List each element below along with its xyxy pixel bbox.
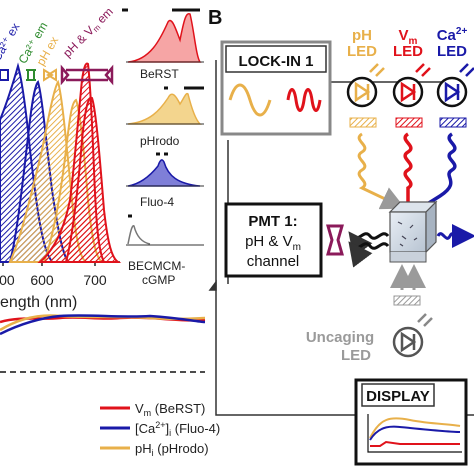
pmt-channel-line2: pH & Vm [245,233,301,253]
lockin-fast-wave [286,88,322,112]
uncaging-path [390,264,426,306]
x-tick-700: 700 [83,272,107,288]
dye-label-phrodo: pHrodo [140,134,180,148]
berst-emission-spectrum [64,96,122,263]
panel-b-label: B [208,7,222,29]
time-traces [0,314,206,373]
emission-filter [326,224,344,256]
display-trace-blue [369,425,461,441]
filter-vm [395,117,423,128]
x-tick-600: 600 [30,272,54,288]
trace-fluo4 [0,314,206,336]
lockin-label: LOCK-IN 1 [239,53,314,70]
legend-phrodo: pHi (pHrodo) [135,441,209,458]
x-axis-label: ength (nm) [0,294,77,311]
spectra-plot: 500 600 700 ength (nm) [0,62,122,311]
becmcm-thumb-spectrum [127,225,151,245]
excitation-path-ph [357,132,406,210]
led-label-vm: Vm [399,27,418,47]
trace-legend: Vm (BeRST) [Ca2+]i (Fluo-4) pHi (pHrodo) [100,401,220,458]
dye-thumbnails: BeRST pHrodo Fluo-4 BECMCM- cGMP [122,8,204,287]
dye-label-berst: BeRST [140,67,179,81]
excitation-path-vm [403,132,413,204]
uncaging-label-line1: Uncaging [306,329,374,346]
uncaging-label-line2: LED [341,347,371,364]
sample-cube [388,200,438,263]
filter-ph [349,117,377,128]
led-label-ca-led: LED [437,43,467,60]
fluo4-thumb-spectrum [127,159,201,187]
emission-path-2 [348,241,390,268]
dye-label-cgmp: cGMP [142,273,175,287]
display-label: DISPLAY [366,388,430,405]
pmt-module: PMT 1: pH & Vm channel [224,202,323,278]
emission-path [348,231,390,258]
display-trace-yellow [369,417,461,439]
led-labels: pH LED Vm LED Ca2+ LED [347,26,467,60]
uncaging-led [392,313,433,358]
excitation-path-ca [423,132,457,208]
phrodo-thumb-spectrum [127,92,202,125]
ca-ex-band [0,69,9,81]
lockin-slow-wave [228,83,272,117]
x-tick-500: 500 [0,272,15,288]
legend-berst: Vm (BeRST) [135,401,205,418]
berst-thumb-spectrum [127,12,202,63]
led-vm [392,63,431,108]
pmt-title: PMT 1: [248,213,297,230]
led-label-ca: Ca2+ [437,26,468,44]
led-label-ph: pH [352,27,372,44]
uncaging-filter [393,295,421,306]
led-label-vm-led: LED [393,43,423,60]
ph-ex-band [43,68,57,82]
dye-label-fluo4: Fluo-4 [140,195,174,209]
dye-label-becmcm: BECMCM- [128,259,185,273]
led-ph [346,63,385,108]
display-module: DISPLAY [354,378,468,466]
legend-fluo4: [Ca2+]i (Fluo-4) [135,420,220,438]
ca-emission-path [436,224,474,248]
lockin-module: LOCK-IN 1 [220,40,332,136]
led-ca [436,63,474,108]
led-label-ph-led: LED [347,43,377,60]
filter-ca [439,117,467,128]
display-trace-red [370,440,460,447]
ph-vm-em-band [60,64,114,86]
ca-em-band [26,69,36,81]
ph-vm-em-label: pH & Vm em [60,4,116,60]
pmt-channel-line3: channel [247,253,300,270]
